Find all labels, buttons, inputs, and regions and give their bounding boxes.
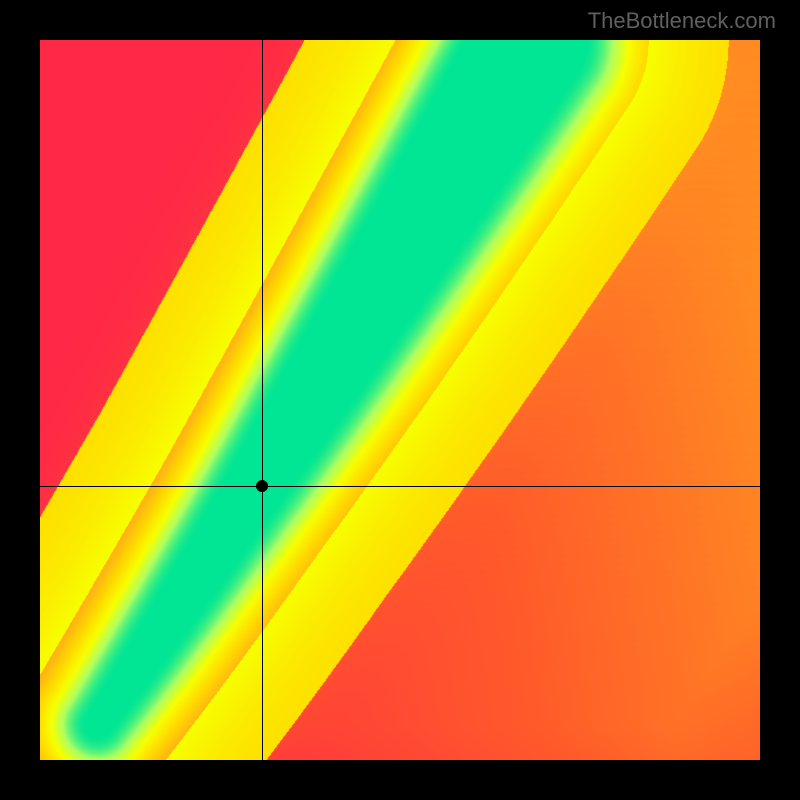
crosshair-vertical [262, 40, 263, 760]
watermark-text: TheBottleneck.com [588, 8, 776, 34]
crosshair-marker-dot [256, 480, 268, 492]
crosshair-horizontal [40, 486, 760, 487]
heatmap-plot-area [40, 40, 760, 760]
heatmap-canvas [40, 40, 760, 760]
chart-container: TheBottleneck.com [0, 0, 800, 800]
